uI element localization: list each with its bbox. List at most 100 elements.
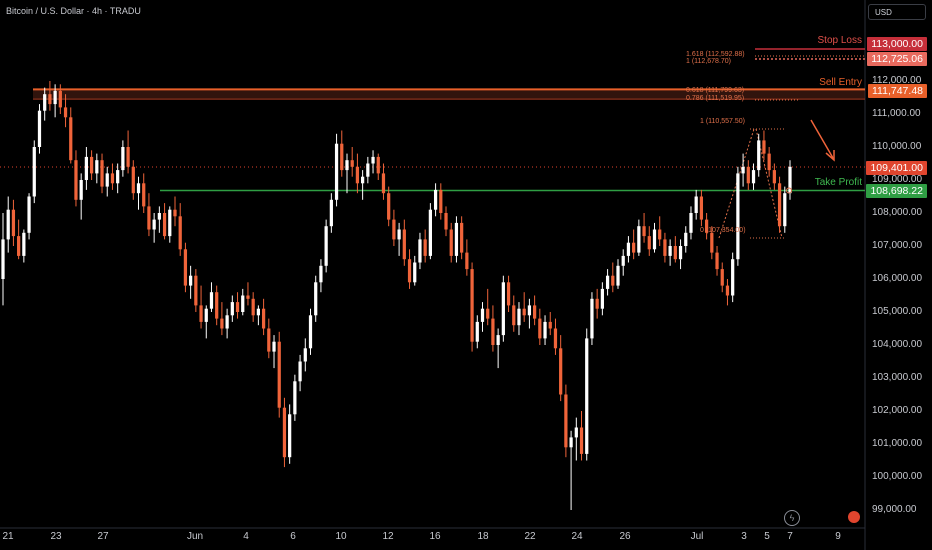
candle <box>460 216 464 260</box>
y-tick-label: 105,000.00 <box>872 306 923 317</box>
down-arrow-icon <box>810 119 834 159</box>
candle <box>632 229 636 260</box>
candle <box>684 226 688 253</box>
sell-entry-zone <box>33 89 865 100</box>
candle <box>777 176 782 233</box>
candle <box>298 354 302 392</box>
take-profit-label: Take Profit <box>814 177 862 188</box>
x-tick-label: 9 <box>835 531 841 542</box>
candle <box>397 222 401 256</box>
candle <box>303 338 307 372</box>
marker-circle <box>786 187 792 194</box>
candle <box>439 183 443 220</box>
y-tick-label: 107,000.00 <box>872 240 923 251</box>
candle <box>621 249 625 276</box>
candle <box>32 140 36 204</box>
candle <box>324 219 328 273</box>
candle <box>204 305 208 339</box>
candle <box>731 252 735 303</box>
candle <box>329 193 333 233</box>
candle <box>350 147 354 177</box>
candle <box>486 288 490 326</box>
candle <box>256 305 260 326</box>
y-tick-label: 111,000.00 <box>872 108 921 119</box>
candle <box>89 150 94 180</box>
candle <box>501 275 505 342</box>
candle <box>751 163 756 190</box>
candle <box>402 219 406 266</box>
fib-label-1top: 1 (110,557.50) <box>700 118 746 125</box>
candle <box>668 239 672 266</box>
candle <box>720 262 724 293</box>
candle <box>152 213 156 243</box>
candle <box>277 331 281 418</box>
candle <box>595 288 599 319</box>
candle <box>183 242 188 293</box>
candle <box>746 160 750 190</box>
candle <box>53 84 57 118</box>
y-tick-label: 99,000.00 <box>872 504 917 515</box>
candle <box>178 203 182 256</box>
fib-target-price-tag: 112,725.06 <box>867 52 927 66</box>
y-tick-label: 106,000.00 <box>872 273 923 284</box>
candle <box>110 163 115 190</box>
candle <box>783 186 787 233</box>
fib-label-0786: 0.786 (111,519.95) <box>686 95 745 102</box>
stop-loss-label: Stop Loss <box>817 35 862 46</box>
chart-title: Bitcoin / U.S. Dollar · 4h · TRADU <box>6 6 141 16</box>
x-tick-label: 26 <box>619 531 631 542</box>
candle <box>543 315 547 345</box>
candle <box>465 239 469 276</box>
candle <box>772 163 776 190</box>
stop-loss-price-tag: 113,000.00 <box>867 37 927 51</box>
candle <box>121 140 125 177</box>
candle <box>762 130 766 161</box>
candle <box>626 236 631 263</box>
candle <box>475 315 479 349</box>
candle <box>308 308 313 355</box>
x-tick-label: 22 <box>524 531 536 542</box>
candle <box>704 213 709 240</box>
current-price-tag: 109,401.00 <box>866 161 927 175</box>
candle <box>678 239 683 270</box>
currency-button[interactable]: USD <box>868 4 926 20</box>
candle <box>699 189 704 227</box>
candle <box>173 196 177 227</box>
candle <box>209 282 214 312</box>
candle <box>506 275 511 312</box>
candle <box>611 262 615 293</box>
candle <box>387 186 391 227</box>
candle <box>116 163 120 194</box>
lightning-icon[interactable]: ϟ <box>784 510 800 526</box>
candle <box>199 285 203 329</box>
candle <box>6 196 10 253</box>
down-arrow-head <box>825 150 835 162</box>
candle <box>84 147 89 190</box>
candle <box>470 262 474 352</box>
candle <box>288 404 292 464</box>
candle <box>241 288 245 316</box>
candle <box>235 292 240 319</box>
x-tick-label: 27 <box>97 531 109 542</box>
candle <box>658 216 662 246</box>
calendar-icon[interactable] <box>848 511 860 523</box>
candle <box>340 130 344 177</box>
candle <box>37 104 42 154</box>
candle <box>449 222 453 263</box>
y-tick-label: 104,000.00 <box>872 339 923 350</box>
candle <box>100 153 104 194</box>
x-tick-label: 23 <box>50 531 62 542</box>
candle <box>376 153 380 180</box>
candle <box>355 153 360 194</box>
x-tick-label: 5 <box>764 531 770 542</box>
y-tick-label: 112,000.00 <box>872 75 922 86</box>
candle <box>126 130 130 174</box>
candle <box>261 298 266 336</box>
candle <box>79 173 83 220</box>
y-tick-label: 109,000.00 <box>872 174 923 185</box>
candle <box>361 170 365 200</box>
candle <box>131 160 135 200</box>
candle <box>413 255 417 286</box>
x-tick-label: 18 <box>477 531 489 542</box>
